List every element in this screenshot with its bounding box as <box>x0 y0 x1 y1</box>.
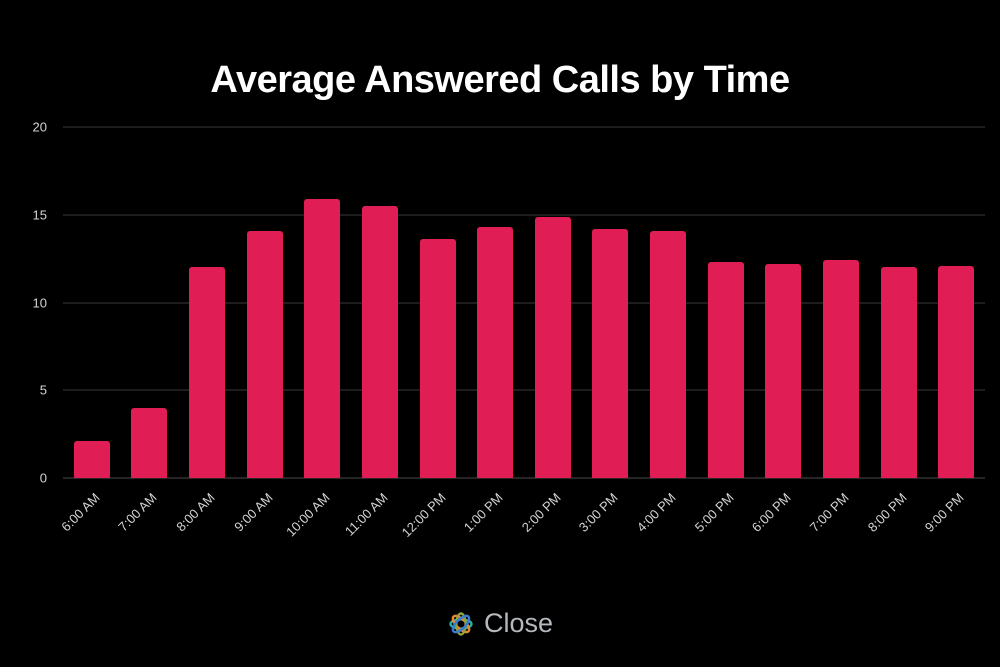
x-tick-label: 3:00 PM <box>576 490 622 535</box>
x-tick-label: 4:00 PM <box>633 490 679 535</box>
bar <box>477 227 514 478</box>
x-tick-label: 6:00 AM <box>58 490 103 535</box>
bar <box>707 262 744 478</box>
x-tick-label: 9:00 AM <box>230 490 276 535</box>
gridline <box>63 126 985 128</box>
y-tick-label: 15 <box>32 207 47 223</box>
x-tick-label: 5:00 PM <box>691 490 737 535</box>
bar <box>361 205 398 478</box>
x-tick-label: 9:00 PM <box>921 490 967 535</box>
bar <box>650 230 687 478</box>
y-tick-label: 0 <box>39 470 47 486</box>
gridline <box>63 302 985 303</box>
x-tick-label: 12:00 PM <box>398 490 449 540</box>
bar <box>246 230 283 478</box>
bar <box>189 267 226 478</box>
x-axis-baseline <box>63 477 985 479</box>
bar <box>419 239 456 478</box>
gridline <box>63 389 985 391</box>
plot-area: 0 5 10 15 20 6:00 AM 7:00 AM 8:00 AM 9:00 AM 10:0… <box>33 121 985 540</box>
brand-footer: Close <box>0 608 1000 639</box>
bar <box>880 267 917 478</box>
y-tick-label: 5 <box>39 382 47 398</box>
bar <box>534 216 571 478</box>
bar <box>765 263 802 478</box>
brand-name: Close <box>483 608 554 638</box>
x-tick-label: 7:00 AM <box>115 490 161 535</box>
bar <box>822 260 859 478</box>
x-tick-label: 1:00 PM <box>460 490 506 535</box>
close-logo-icon <box>449 611 473 636</box>
x-tick-label: 8:00 PM <box>864 490 910 535</box>
x-tick-label: 2:00 PM <box>518 490 564 535</box>
x-tick-label: 8:00 AM <box>173 490 218 535</box>
y-tick-label: 20 <box>32 119 47 135</box>
bar <box>304 198 341 478</box>
bar <box>592 228 629 478</box>
x-tick-label: 6:00 PM <box>749 490 794 535</box>
y-tick-label: 10 <box>32 295 47 310</box>
bar <box>131 407 168 478</box>
bar <box>73 441 110 478</box>
x-tick-label: 11:00 AM <box>341 490 391 539</box>
bar <box>938 265 975 478</box>
x-tick-label: 7:00 PM <box>806 490 852 535</box>
chart-title: Average Answered Calls by Time <box>210 59 790 102</box>
gridline <box>63 214 985 216</box>
x-tick-label: 10:00 AM <box>283 490 333 540</box>
